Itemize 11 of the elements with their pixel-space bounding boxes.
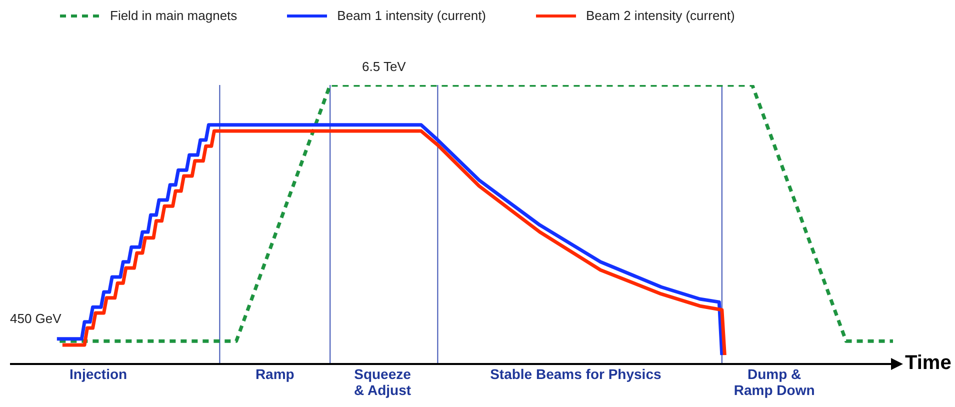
annotation: 450 GeV — [10, 311, 62, 326]
legend-label: Beam 1 intensity (current) — [337, 8, 486, 23]
x-tick-label: Injection — [70, 366, 128, 382]
legend-label: Field in main magnets — [110, 8, 238, 23]
x-tick-label: Squeeze & Adjust — [354, 366, 412, 398]
x-tick-label: Dump & Ramp Down — [734, 366, 815, 398]
legend-label: Beam 2 intensity (current) — [586, 8, 735, 23]
x-axis-title: Time — [905, 352, 952, 375]
x-tick-label: Ramp — [255, 366, 294, 382]
text: 6.5 TeV — [362, 59, 406, 74]
x-tick-label: Stable Beams for Physics — [490, 366, 662, 382]
